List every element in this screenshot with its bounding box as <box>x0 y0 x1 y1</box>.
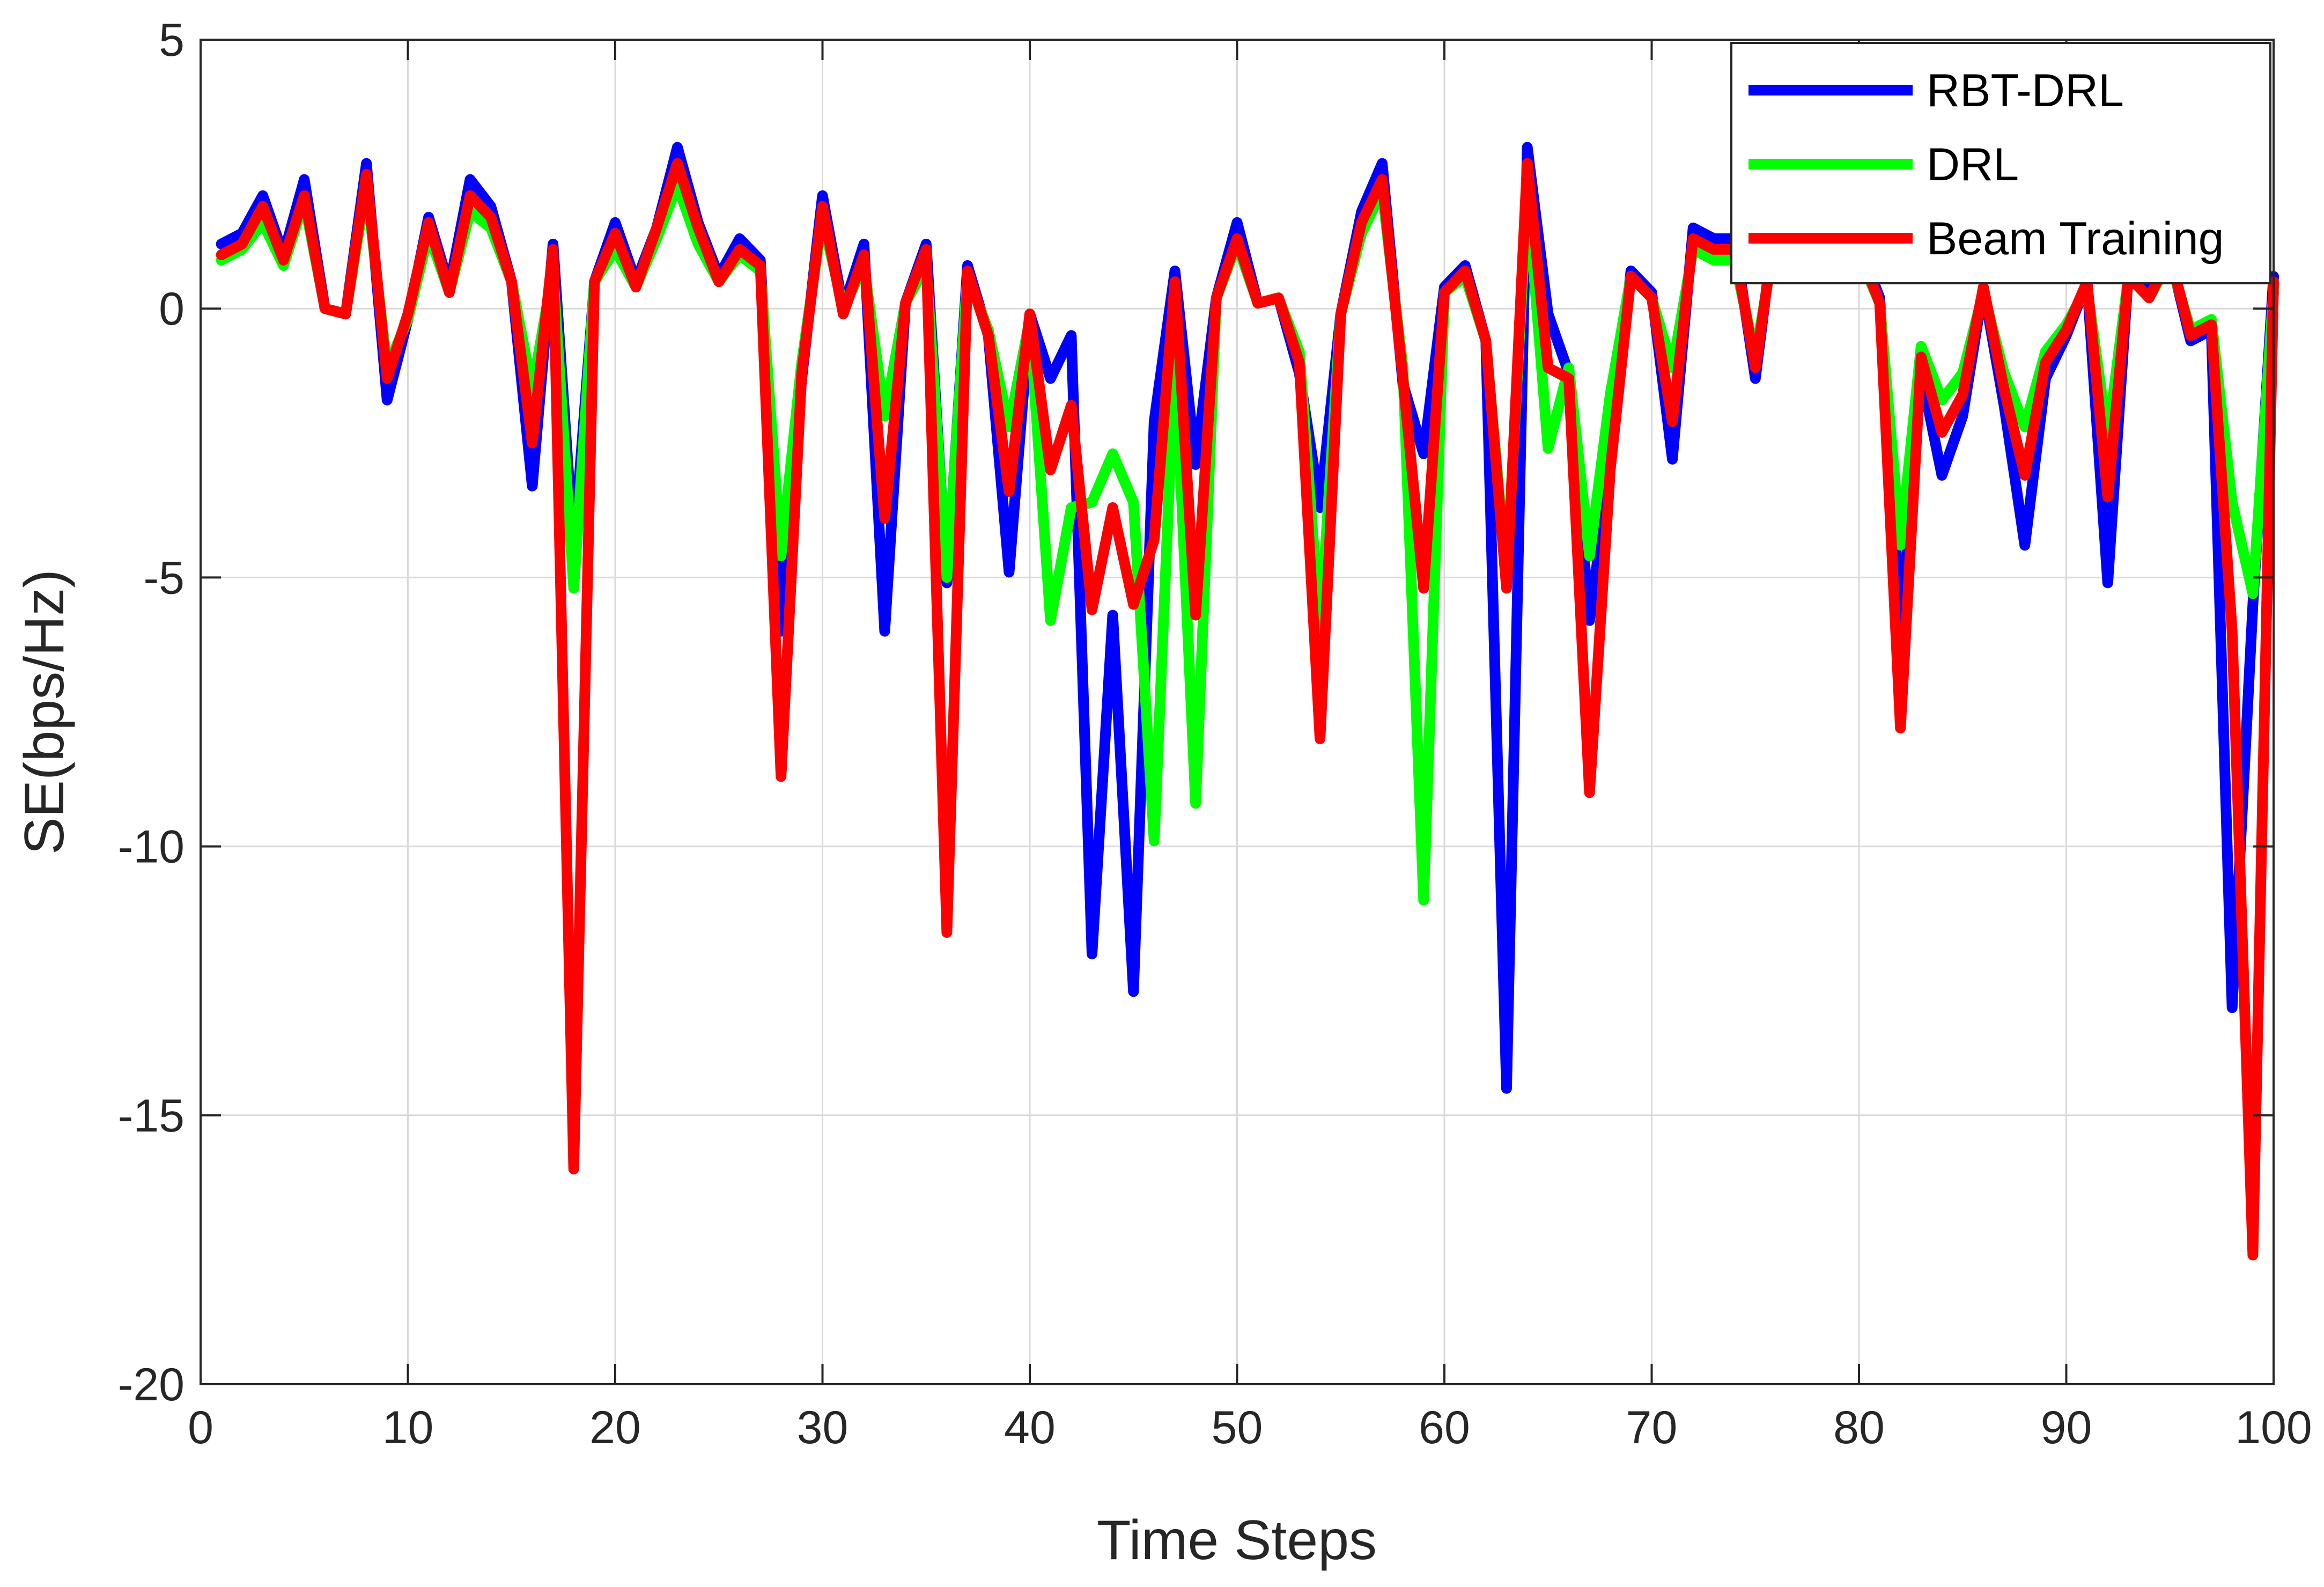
legend-label-0: RBT-DRL <box>1927 65 2124 116</box>
legend-label-1: DRL <box>1927 139 2019 190</box>
x-tick-label: 70 <box>1626 1402 1678 1453</box>
x-tick-label: 20 <box>589 1402 641 1453</box>
x-tick-label: 30 <box>797 1402 849 1453</box>
x-tick-label: 80 <box>1833 1402 1885 1453</box>
y-tick-label: 0 <box>159 283 185 335</box>
y-tick-label: -5 <box>144 552 185 604</box>
legend-label-2: Beam Training <box>1927 213 2224 264</box>
x-tick-label: 10 <box>382 1402 434 1453</box>
y-axis-label: SE(bps/Hz) <box>13 569 76 855</box>
x-tick-label: 60 <box>1419 1402 1470 1453</box>
legend: RBT-DRL DRL Beam Training <box>1730 42 2271 284</box>
x-axis-label: Time Steps <box>1097 1509 1377 1571</box>
y-tick-label: -15 <box>118 1090 185 1142</box>
grid-lines <box>201 40 2274 1384</box>
x-tick-label: 90 <box>2041 1402 2092 1453</box>
x-tick-label: 50 <box>1212 1402 1263 1453</box>
x-tick-label: 0 <box>188 1402 213 1453</box>
series-group <box>216 142 2279 1261</box>
y-tick-label: 5 <box>159 14 185 66</box>
x-tick-label: 100 <box>2235 1402 2312 1453</box>
x-tick-label: 40 <box>1004 1402 1056 1453</box>
y-tick-label: -10 <box>118 821 185 873</box>
y-tick-label: -20 <box>118 1359 185 1410</box>
series-line-2 <box>216 158 2279 1261</box>
